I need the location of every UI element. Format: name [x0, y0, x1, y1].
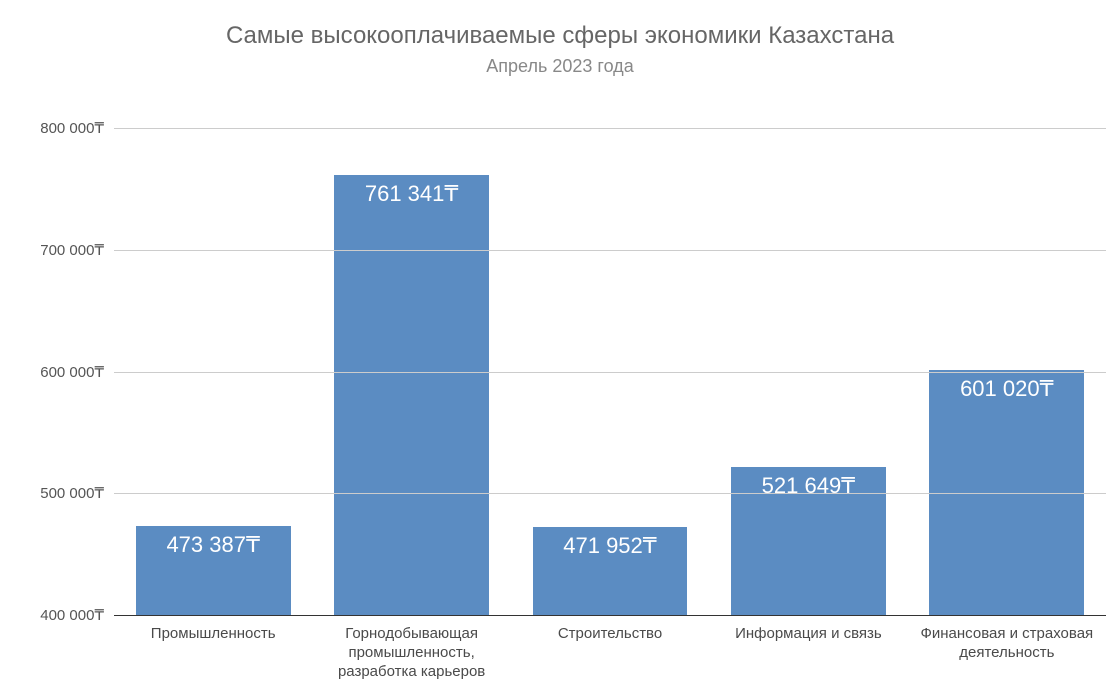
x-tick-label: Финансовая и страховая деятельность	[908, 619, 1106, 695]
gridline	[114, 615, 1106, 616]
plot-area: 473 387₸ 761 341₸ 471 952₸ 521 649₸ 601 020₸…	[114, 128, 1106, 615]
chart-title: Самые высокооплачиваемые сферы экономики…	[0, 0, 1120, 50]
gridline	[114, 372, 1106, 373]
gridline	[114, 128, 1106, 129]
chart-subtitle: Апрель 2023 года	[0, 56, 1120, 77]
bar-value-label: 761 341₸	[334, 181, 489, 207]
bar: 521 649₸	[731, 467, 886, 615]
bar-value-label: 471 952₸	[533, 533, 688, 559]
y-tick-label: 400 000₸	[40, 606, 114, 624]
gridline	[114, 250, 1106, 251]
salary-bar-chart: Самые высокооплачиваемые сферы экономики…	[0, 0, 1120, 695]
x-tick-label: Промышленность	[114, 619, 312, 695]
y-tick-label: 800 000₸	[40, 119, 114, 137]
x-tick-label: Информация и связь	[709, 619, 907, 695]
gridline	[114, 493, 1106, 494]
bar-value-label: 473 387₸	[136, 532, 291, 558]
bar: 471 952₸	[533, 527, 688, 615]
bar: 761 341₸	[334, 175, 489, 615]
bar: 473 387₸	[136, 526, 291, 615]
x-tick-label: Строительство	[511, 619, 709, 695]
bar-value-label: 601 020₸	[929, 376, 1084, 402]
x-tick-label: Горнодобывающая промышленность, разработ…	[312, 619, 510, 695]
y-tick-label: 700 000₸	[40, 241, 114, 259]
y-tick-label: 600 000₸	[40, 363, 114, 381]
bar-value-label: 521 649₸	[731, 473, 886, 499]
y-tick-label: 500 000₸	[40, 484, 114, 502]
x-axis-labels: ПромышленностьГорнодобывающая промышленн…	[114, 619, 1106, 695]
